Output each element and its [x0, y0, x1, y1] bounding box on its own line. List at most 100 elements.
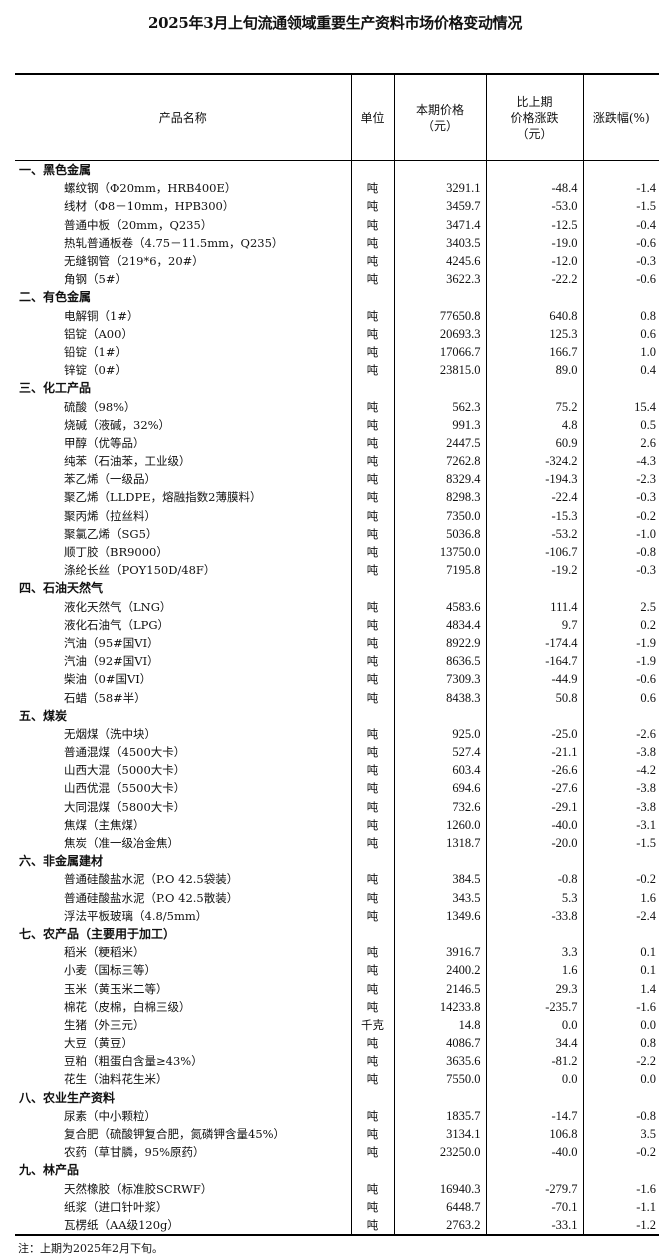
price-change: 29.3 [485, 979, 583, 998]
percent-change: -3.8 [582, 779, 659, 798]
percent-change: -0.8 [582, 1106, 659, 1125]
table-row: 汽油（92#国VI） 吨 8636.5 -164.7 -1.9 [15, 652, 659, 671]
current-price: 2447.5 [393, 433, 486, 452]
product-name: 山西大混（5000大卡） [64, 763, 186, 778]
section-row: 一、黑色金属 [15, 160, 659, 180]
current-price: 4834.4 [393, 615, 486, 634]
product-name: 天然橡胶（标准胶SCRWF） [64, 1181, 213, 1196]
empty-cell [350, 706, 394, 725]
price-change: 1.6 [485, 961, 583, 980]
empty-cell [393, 1088, 486, 1107]
percent-change: -0.6 [582, 670, 659, 689]
section-row: 八、农业生产资料 [15, 1088, 659, 1107]
header-change-line3: （元） [516, 126, 553, 141]
percent-change: 0.6 [582, 688, 659, 707]
product-name: 棉花（皮棉，白棉三级） [64, 999, 191, 1014]
empty-cell [582, 924, 659, 944]
unit: 吨 [350, 943, 394, 962]
table-row: 花生（油料花生米） 吨 7550.0 0.0 0.0 [15, 1070, 659, 1089]
current-price: 1260.0 [393, 815, 486, 834]
price-change: -12.0 [485, 251, 583, 271]
unit: 吨 [350, 1106, 394, 1125]
price-change: -53.0 [485, 197, 583, 216]
percent-change: 0.0 [582, 1070, 659, 1089]
unit: 千克 [350, 1015, 394, 1034]
empty-cell [393, 852, 486, 871]
table-row: 无缝钢管（219*6，20#） 吨 4245.6 -12.0 -0.3 [15, 251, 659, 271]
percent-change: 0.2 [582, 615, 659, 634]
unit: 吨 [350, 597, 394, 616]
empty-cell [393, 706, 486, 725]
product-name: 焦煤（主焦煤） [64, 817, 145, 832]
product-name: 锌锭（0#） [64, 363, 127, 378]
section-row: 七、农产品（主要用于加工） [15, 924, 659, 944]
price-table: 产品名称 单位 本期价格 （元） 比上期 价格涨跌 （元） 涨跌幅(%) 一、黑… [15, 73, 659, 1237]
table-row: 浮法平板玻璃（4.8/5mm） 吨 1349.6 -33.8 -2.4 [15, 906, 659, 925]
table-row: 聚丙烯（拉丝料） 吨 7350.0 -15.3 -0.2 [15, 506, 659, 525]
empty-cell [393, 288, 486, 307]
current-price: 23250.0 [393, 1143, 486, 1162]
percent-change: -1.2 [582, 1215, 659, 1237]
product-name: 顺丁胶（BR9000） [64, 545, 168, 560]
current-price: 13750.0 [393, 542, 486, 562]
table-row: 大同混煤（5800大卡） 吨 732.6 -29.1 -3.8 [15, 797, 659, 816]
product-name: 山西优混（5500大卡） [64, 781, 186, 796]
price-change: -324.2 [485, 452, 583, 471]
percent-change: -0.3 [582, 251, 659, 271]
unit: 吨 [350, 1034, 394, 1053]
percent-change: -1.1 [582, 1197, 659, 1216]
product-name: 花生（油料花生米） [64, 1072, 168, 1087]
product-name: 纯苯（石油苯，工业级） [64, 454, 191, 469]
product-name: 浮法平板玻璃（4.8/5mm） [64, 908, 208, 923]
table-row: 烧碱（液碱，32%） 吨 991.3 4.8 0.5 [15, 415, 659, 434]
unit: 吨 [350, 415, 394, 434]
percent-change: 15.4 [582, 397, 659, 416]
product-name: 甲醇（优等品） [64, 435, 145, 450]
price-change: -21.1 [485, 743, 583, 762]
price-change: 89.0 [485, 361, 583, 380]
unit: 吨 [350, 524, 394, 543]
section-row: 二、有色金属 [15, 288, 659, 307]
header-price: 本期价格 （元） [393, 73, 486, 161]
price-change: 5.3 [485, 888, 583, 907]
unit: 吨 [350, 233, 394, 252]
current-price: 991.3 [393, 415, 486, 434]
percent-change: 0.0 [582, 1015, 659, 1034]
unit: 吨 [350, 997, 394, 1016]
current-price: 4245.6 [393, 251, 486, 271]
percent-change: 2.6 [582, 433, 659, 452]
unit: 吨 [350, 870, 394, 889]
empty-cell [350, 1088, 394, 1107]
price-change: -40.0 [485, 1143, 583, 1162]
header-percent: 涨跌幅(%) [582, 73, 659, 161]
product-name: 柴油（0#国VI） [64, 672, 152, 687]
current-price: 16940.3 [393, 1179, 486, 1198]
price-change: 60.9 [485, 433, 583, 452]
unit: 吨 [350, 270, 394, 289]
unit: 吨 [350, 306, 394, 325]
section-row: 四、石油天然气 [15, 579, 659, 598]
header-product-name: 产品名称 [15, 73, 351, 161]
empty-cell [582, 852, 659, 871]
table-row: 聚氯乙烯（SG5） 吨 5036.8 -53.2 -1.0 [15, 524, 659, 543]
table-row: 普通混煤（4500大卡） 吨 527.4 -21.1 -3.8 [15, 743, 659, 762]
current-price: 343.5 [393, 888, 486, 907]
current-price: 3471.4 [393, 215, 486, 234]
empty-cell [582, 160, 659, 180]
unit: 吨 [350, 961, 394, 980]
percent-change: -0.3 [582, 488, 659, 507]
price-change: 166.7 [485, 342, 583, 362]
unit: 吨 [350, 506, 394, 525]
price-change: -29.1 [485, 797, 583, 816]
unit: 吨 [350, 688, 394, 707]
unit: 吨 [350, 670, 394, 689]
table-row: 玉米（黄玉米二等） 吨 2146.5 29.3 1.4 [15, 979, 659, 998]
empty-cell [350, 160, 394, 180]
table-row: 普通中板（20mm，Q235） 吨 3471.4 -12.5 -0.4 [15, 215, 659, 234]
price-change: 50.8 [485, 688, 583, 707]
price-change: -20.0 [485, 833, 583, 853]
header-change-line1: 比上期 [516, 94, 553, 109]
unit: 吨 [350, 652, 394, 671]
current-price: 8329.4 [393, 470, 486, 489]
current-price: 2146.5 [393, 979, 486, 998]
